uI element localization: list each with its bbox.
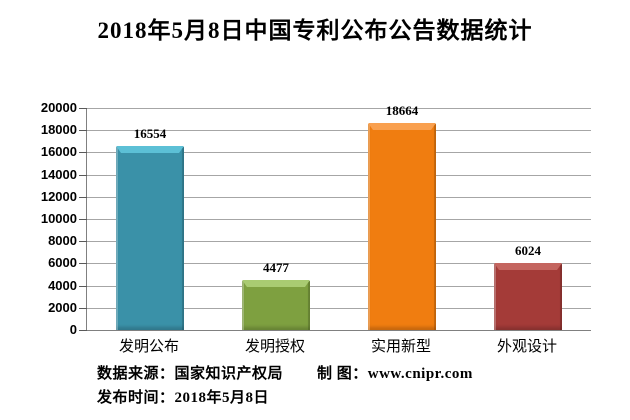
y-axis-label: 2000 [48,300,77,315]
y-axis-tick [79,263,87,264]
footer-data-source: 数据来源：国家知识产权局 [97,366,284,382]
y-axis-label: 8000 [48,233,77,248]
bar-top-bevel [116,146,184,153]
y-axis-label: 20000 [40,100,77,115]
gridline [87,308,591,309]
y-axis-label: 10000 [40,211,77,226]
y-axis-tick [79,108,87,109]
x-axis-category-label: 外观设计 [496,338,557,355]
gridline [87,219,591,220]
y-axis-tick [79,219,87,220]
bar [116,146,184,330]
gridline [87,241,591,242]
y-axis-label: 0 [69,322,77,337]
y-axis-label: 18000 [40,122,77,137]
gridline [87,152,591,153]
x-axis-category-label: 发明公布 [118,338,179,355]
bar-top-bevel [368,123,436,130]
bar [494,263,562,330]
y-axis-tick [79,130,87,131]
x-axis-category-label: 实用新型 [370,338,431,355]
bar-top-bevel [494,263,562,270]
bar-value-label: 16554 [133,126,167,141]
footer-chart-credit: 制 图：www.cnipr.com [317,366,473,382]
y-axis-label: 14000 [40,167,77,182]
x-axis-category-label: 发明授权 [244,338,305,355]
plot-area: 0 2000 4000 6000 8000 10000 12000 14000 16000 180… [41,100,591,337]
gridline [87,108,591,109]
y-axis-label: 6000 [48,255,77,270]
footer-publish-date: 发布时间：2018年5月8日 [97,390,270,406]
gridline [87,263,591,264]
y-axis-tick [79,241,87,242]
bar-top-bevel [242,280,310,287]
gridline [87,286,591,287]
y-axis-label: 4000 [48,278,77,293]
y-axis-label: 16000 [40,144,77,159]
bar-value-label: 4477 [263,260,289,275]
y-axis-tick [79,197,87,198]
gridline [87,175,591,176]
y-axis-tick [79,175,87,176]
gridline [87,130,591,131]
gridline [87,197,591,198]
gridline [87,330,591,331]
y-axis-tick [79,330,87,331]
y-axis-label: 12000 [40,189,77,204]
y-axis-tick [79,152,87,153]
y-axis-tick [79,286,87,287]
bar [368,123,436,330]
chart-title: 2018年5月8日中国专利公布公告数据统计 [97,18,533,43]
y-axis-tick [79,308,87,309]
bar-value-label: 18664 [385,103,419,118]
bar-value-label: 6024 [515,243,541,258]
bar [242,280,310,330]
